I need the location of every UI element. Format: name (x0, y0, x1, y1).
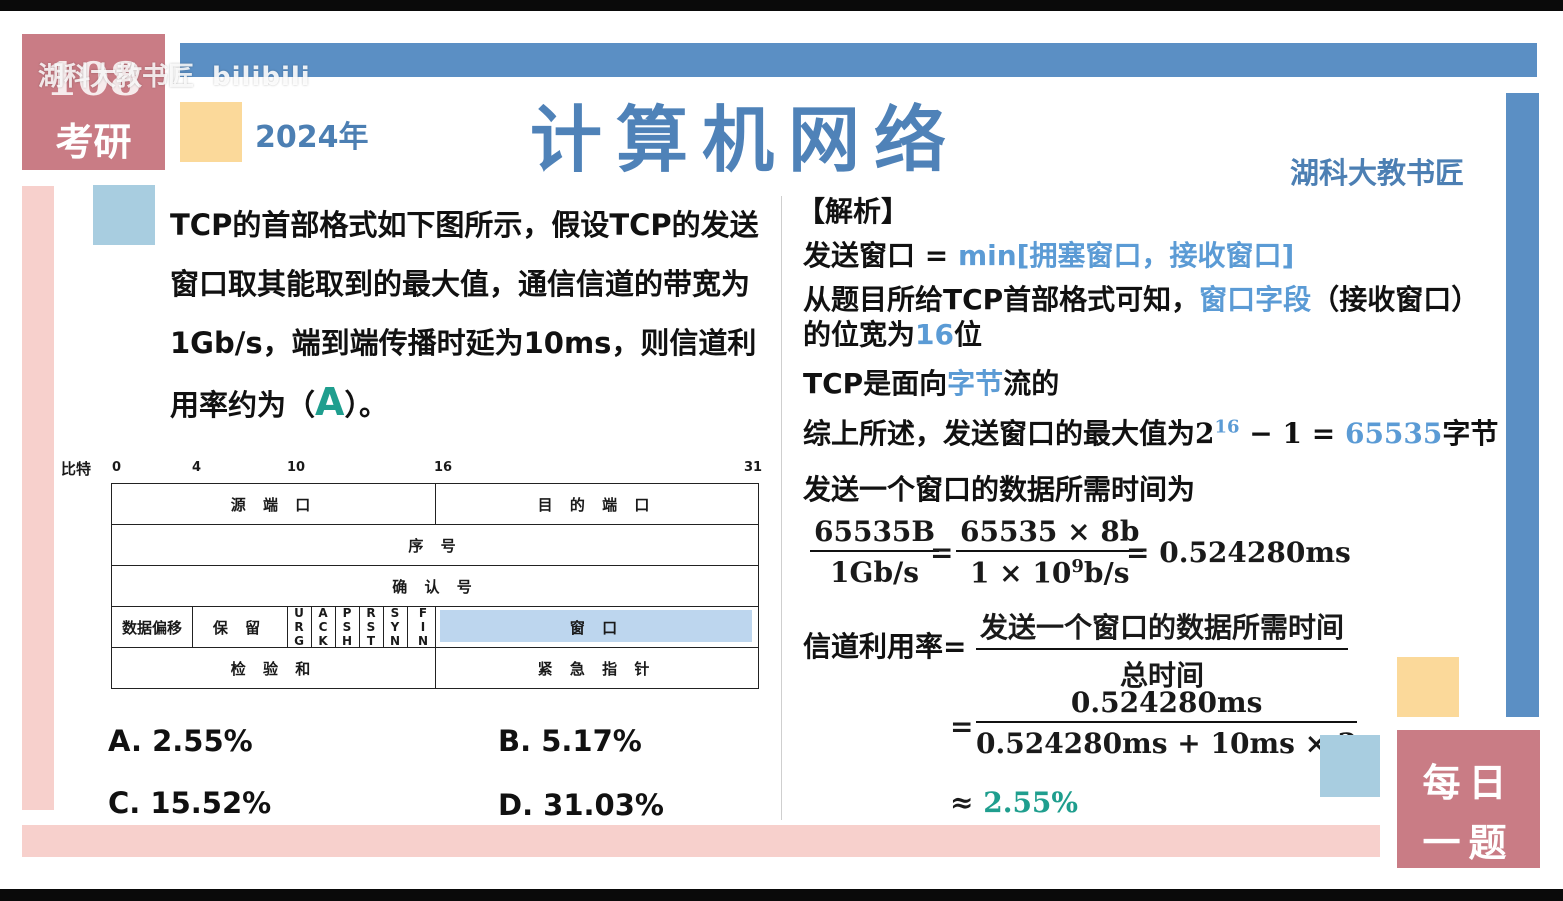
bit-mark: 4 (192, 460, 202, 475)
transmission-time-result: = 0.524280ms (1126, 536, 1351, 569)
approx-result: ≈ 2.55% (950, 786, 1079, 819)
option-c: C. 15.52% (108, 786, 272, 820)
analysis-line-5: 综上所述，发送窗口的最大值为216 − 1 = 65535字节 (803, 416, 1499, 450)
bits-label: 比特 (61, 460, 92, 478)
bottom-letterbox (0, 889, 1563, 901)
bit-mark: 31 (744, 460, 763, 475)
table-row: 确 认 号 (112, 566, 758, 607)
column-divider (781, 196, 782, 820)
analysis-line-3: 的位宽为16位 (803, 318, 982, 351)
table-row: 序 号 (112, 525, 758, 566)
table-row: 源 端 口 目 的 端 口 (112, 484, 758, 525)
equals-sign: = (950, 710, 974, 743)
fraction-bits-over-rate: 65535 × 8b 1 × 109b/s (956, 515, 1144, 589)
question-body: TCP的首部格式如下图所示，假设TCP的发送窗口取其能取到的最大值，通信信道的带… (170, 208, 759, 422)
bit-mark: 10 (287, 460, 306, 475)
question-answer: A (315, 380, 345, 424)
table-row: 数据偏移 保 留 URG ACK PSH RST SYN FIN 窗 口 (112, 606, 758, 648)
equals-sign: = (930, 536, 954, 569)
fraction-bytes-over-bandwidth: 65535B 1Gb/s (810, 515, 940, 589)
source-port-cell: 源 端 口 (230, 495, 317, 514)
dest-port-cell: 目 的 端 口 (537, 495, 656, 514)
right-blue-stripe (1506, 93, 1539, 717)
ack-number-cell: 确 认 号 (392, 577, 478, 596)
year-label: 2024年 (255, 120, 369, 155)
decor-square-yellow (180, 102, 242, 162)
flag-rst: RST (364, 606, 378, 648)
decor-square-yellow (1397, 657, 1459, 717)
data-offset-cell: 数据偏移 (121, 618, 182, 637)
analysis-heading: 【解析】 (797, 195, 910, 228)
utilization-formula: 发送一个窗口的数据所需时间 总时间 (976, 606, 1349, 694)
reserved-cell: 保 留 (212, 618, 267, 637)
option-b: B. 5.17% (498, 724, 642, 758)
badge-line-2: 一题 (1422, 820, 1515, 865)
bit-mark: 0 (112, 460, 122, 475)
flag-ack: ACK (316, 606, 330, 648)
flag-psh: PSH (340, 606, 354, 648)
video-watermark: 湖科大教书匠 bilibili (38, 56, 311, 93)
author-label: 湖科大教书匠 (1290, 156, 1465, 190)
badge-text: 考研 (55, 119, 132, 164)
option-d: D. 31.03% (498, 788, 664, 822)
bilibili-logo-icon: bilibili (212, 62, 311, 92)
flag-fin: FIN (416, 606, 430, 648)
tcp-header-table: 源 端 口 目 的 端 口 序 号 确 认 号 数据偏移 保 留 URG ACK… (111, 483, 759, 689)
utilization-label: 信道利用率= (803, 630, 967, 663)
top-letterbox (0, 0, 1563, 11)
bit-mark: 16 (434, 460, 453, 475)
sequence-cell: 序 号 (408, 536, 462, 555)
question-tail: ）。 (344, 388, 388, 422)
analysis-line-4: TCP是面向字节流的 (803, 367, 1060, 400)
flag-urg: URG (292, 606, 306, 648)
flag-syn: SYN (388, 606, 402, 648)
analysis-line-1: 发送窗口 = min[拥塞窗口，接收窗口] (803, 239, 1295, 272)
daily-question-badge: 每日 一题 (1397, 730, 1540, 868)
analysis-line-2: 从题目所给TCP首部格式可知，窗口字段（接收窗口） (803, 283, 1480, 316)
window-cell: 窗 口 (569, 618, 624, 637)
badge-line-1: 每日 (1422, 760, 1515, 805)
utilization-fraction: 0.524280ms 0.524280ms + 10ms × 2 (976, 686, 1358, 760)
table-row: 检 验 和 紧 急 指 针 (112, 648, 758, 688)
checksum-cell: 检 验 和 (230, 659, 317, 678)
exam-badge: 108 考研 (22, 34, 165, 170)
window-highlight (440, 610, 752, 642)
decor-square-blue (1320, 735, 1380, 797)
decor-square-blue (93, 185, 155, 245)
question-text: TCP的首部格式如下图所示，假设TCP的发送窗口取其能取到的最大值，通信信道的带… (170, 196, 780, 435)
urgent-pointer-cell: 紧 急 指 针 (537, 659, 656, 678)
tcp-header-diagram: 比特 0 4 10 16 31 源 端 口 目 的 端 口 序 号 确 认 号 … (55, 455, 770, 695)
watermark-text: 湖科大教书匠 (38, 62, 195, 92)
page-title: 计算机网络 (530, 97, 961, 182)
bottom-pink-stripe (22, 825, 1380, 857)
top-blue-stripe (180, 43, 1537, 77)
option-a: A. 2.55% (108, 724, 253, 758)
left-pink-stripe (22, 186, 54, 810)
badge-number: 108 (45, 52, 142, 106)
analysis-line-6: 发送一个窗口的数据所需时间为 (803, 473, 1196, 506)
